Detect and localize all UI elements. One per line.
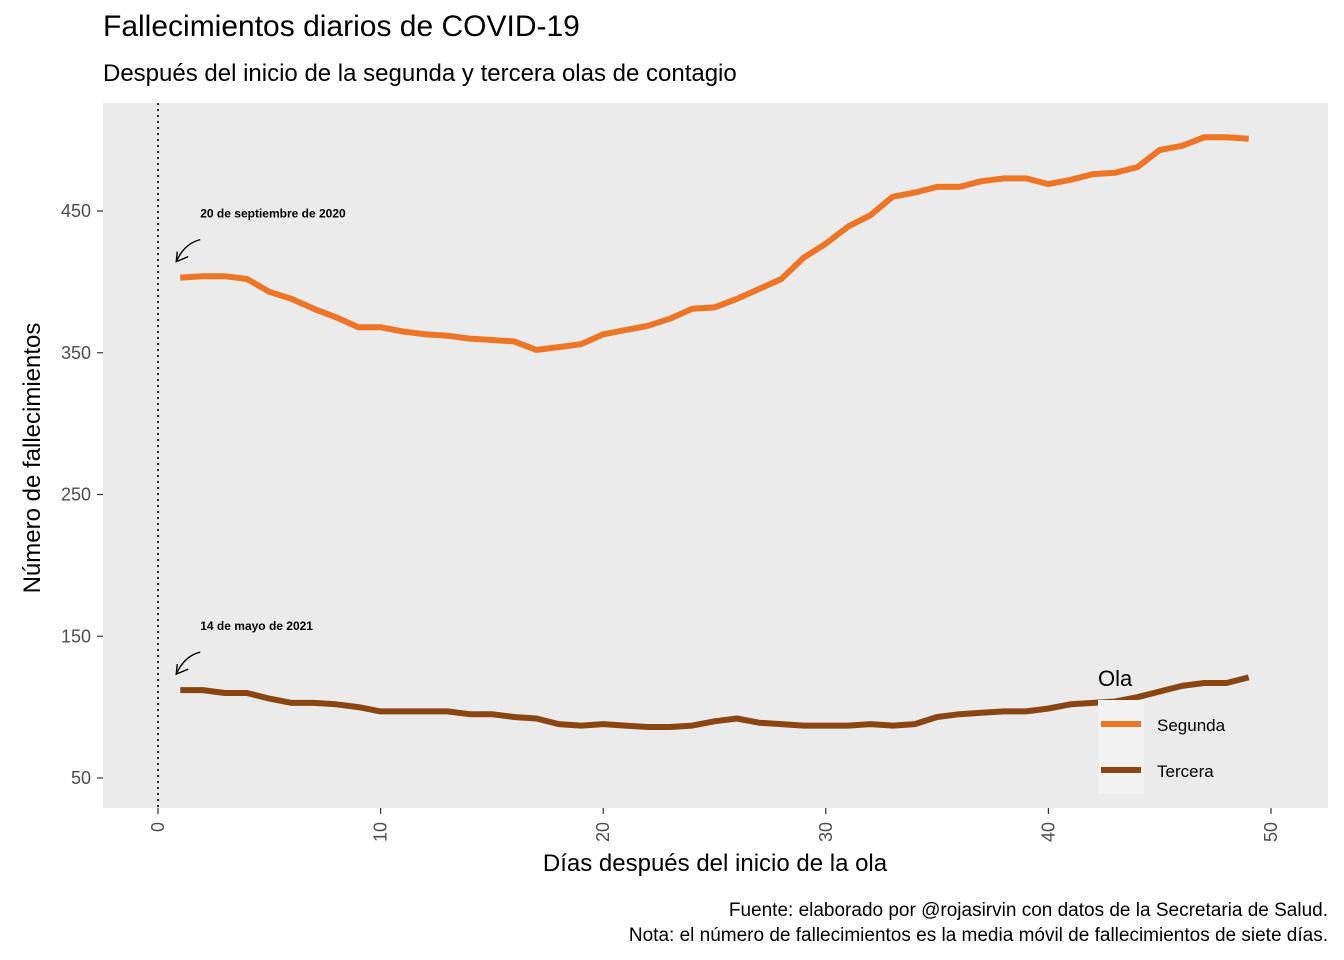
annotation-arrowhead — [175, 251, 189, 263]
annotation-label: 14 de mayo de 2021 — [200, 619, 313, 633]
series-line-segunda — [180, 134, 1249, 353]
legend-key-background — [1098, 700, 1144, 794]
y-tick-label: 150 — [61, 626, 91, 646]
x-tick-label: 0 — [148, 822, 168, 832]
y-tick-label: 50 — [71, 768, 91, 788]
annotation-arrow — [175, 238, 201, 262]
caption: Fuente: elaborado por @rojasirvin con da… — [629, 898, 1328, 948]
series-line-tercera — [180, 674, 1250, 730]
x-tick-label: 20 — [593, 822, 613, 842]
y-tick-label: 250 — [61, 485, 91, 505]
legend-label-tercera: Tercera — [1157, 762, 1214, 781]
x-tick-label: 30 — [816, 822, 836, 842]
x-tick-label: 50 — [1261, 822, 1281, 842]
caption-note: Nota: el número de fallecimientos es la … — [628, 925, 1328, 946]
legend-label-segunda: Segunda — [1157, 716, 1226, 735]
plot-panel — [103, 103, 1328, 808]
annotation-arrow — [175, 651, 201, 675]
y-axis-label: Número de fallecimientos — [19, 322, 46, 594]
x-tick-label: 10 — [371, 822, 391, 842]
annotation-label: 20 de septiembre de 2020 — [200, 207, 346, 221]
x-axis-label: Días después del inicio de la ola — [542, 850, 888, 877]
annotation-arrowhead — [175, 664, 189, 676]
y-tick-label: 350 — [61, 343, 91, 363]
chart-title: Fallecimientos diarios de COVID-19 — [103, 10, 580, 43]
x-tick-label: 40 — [1038, 822, 1058, 842]
caption-source: Fuente: elaborado por @rojasirvin con da… — [728, 900, 1328, 921]
legend-title: Ola — [1098, 666, 1133, 691]
y-tick-label: 450 — [61, 201, 91, 221]
chart-subtitle: Después del inicio de la segunda y terce… — [103, 60, 737, 87]
